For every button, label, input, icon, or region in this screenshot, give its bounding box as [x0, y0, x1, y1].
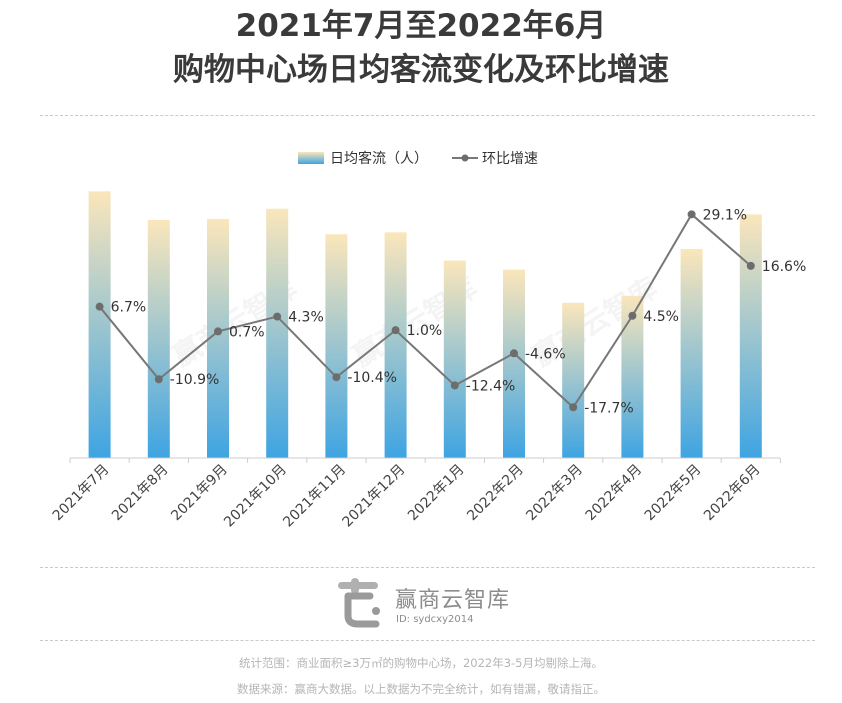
growth-point — [450, 381, 459, 390]
growth-point — [214, 327, 222, 336]
growth-point — [510, 349, 518, 358]
x-tick-label: 2021年9月 — [168, 462, 231, 525]
bar — [88, 191, 111, 458]
legend-bar-label: 日均客流（人） — [330, 150, 428, 167]
x-tick-label: 2021年10月 — [221, 462, 290, 531]
bar — [503, 269, 525, 458]
growth-point — [746, 261, 755, 270]
growth-point — [687, 210, 696, 219]
x-tick-label: 2022年6月 — [701, 462, 764, 525]
x-tick-labels: 2021年7月2021年8月2021年9月2021年10月2021年11月202… — [50, 462, 764, 531]
bar — [443, 260, 466, 458]
x-tick-label: 2021年12月 — [340, 462, 409, 531]
source-note: 数据来源：赢商大数据。以上数据为不完全统计，如有错漏，敬请指正。 — [237, 682, 605, 696]
growth-data-label: -12.4% — [466, 378, 516, 394]
growth-point — [332, 373, 341, 382]
bar — [384, 232, 407, 458]
x-tick-label: 2022年5月 — [642, 462, 705, 525]
footer-divider-top — [40, 567, 815, 568]
x-tick-label: 2021年7月 — [50, 462, 113, 525]
title-divider — [40, 115, 815, 116]
brand-name: 赢商云智库 — [395, 588, 511, 613]
x-tick-label: 2021年11月 — [280, 462, 349, 531]
growth-data-label: 1.0% — [407, 323, 443, 339]
growth-point — [95, 302, 104, 311]
chart-title-line1: 2021年7月至2022年6月 — [235, 8, 607, 44]
chart-title-line2: 购物中心场日均客流变化及环比增速 — [173, 52, 669, 88]
legend-line-label: 环比增速 — [482, 151, 538, 167]
x-tick-label: 2021年8月 — [109, 462, 172, 525]
growth-point — [628, 311, 637, 320]
growth-data-label: 6.7% — [111, 300, 147, 316]
bar — [207, 218, 229, 458]
growth-data-label: 29.1% — [703, 207, 747, 223]
bar — [266, 208, 289, 458]
x-tick-label: 2022年3月 — [523, 462, 586, 525]
legend-line-marker — [461, 154, 469, 162]
growth-line — [98, 212, 752, 409]
legend: 日均客流（人） 环比增速 — [298, 150, 538, 167]
bars — [88, 191, 762, 458]
bar — [739, 214, 762, 458]
growth-data-labels: 6.7% -10.9% 0.7% 4.3% -10.4% 1.0% -12.4% -4.6% -… — [111, 207, 807, 416]
growth-point — [569, 403, 578, 412]
bar — [325, 234, 348, 458]
brand-logo-icon — [338, 578, 380, 628]
scope-note: 统计范围：商业面积≥3万㎡的购物中心场，2022年3-5月均剔除上海。 — [239, 656, 603, 670]
growth-data-label: -17.7% — [584, 400, 634, 416]
growth-points — [95, 210, 755, 412]
growth-data-label: 4.5% — [643, 309, 679, 325]
bar — [680, 248, 703, 458]
growth-data-label: -10.9% — [170, 372, 220, 388]
x-tick-label: 2022年1月 — [405, 462, 468, 525]
brand-id: ID: sydcxy2014 — [396, 614, 474, 625]
growth-data-label: 16.6% — [762, 259, 806, 275]
chart: 赢商云智库 赢商云智库 赢商云智库 日均客流（人） 环比增速 2021年7月2021… — [50, 150, 807, 531]
bar — [147, 220, 170, 458]
footer-divider-bottom — [40, 640, 815, 641]
x-tick-label: 2022年2月 — [464, 462, 527, 525]
growth-data-label: 0.7% — [229, 324, 265, 340]
growth-data-label: -4.6% — [525, 346, 566, 362]
growth-point — [391, 326, 400, 335]
growth-data-label: -10.4% — [347, 370, 397, 386]
growth-point — [154, 375, 163, 384]
bar — [562, 302, 585, 458]
bar — [621, 295, 644, 458]
growth-point — [273, 312, 282, 321]
watermarks: 赢商云智库 赢商云智库 赢商云智库 — [167, 271, 663, 373]
growth-data-label: 4.3% — [288, 310, 324, 326]
legend-bar-swatch — [298, 152, 324, 164]
x-tick-label: 2022年4月 — [583, 462, 646, 525]
x-ticks — [69, 458, 781, 463]
